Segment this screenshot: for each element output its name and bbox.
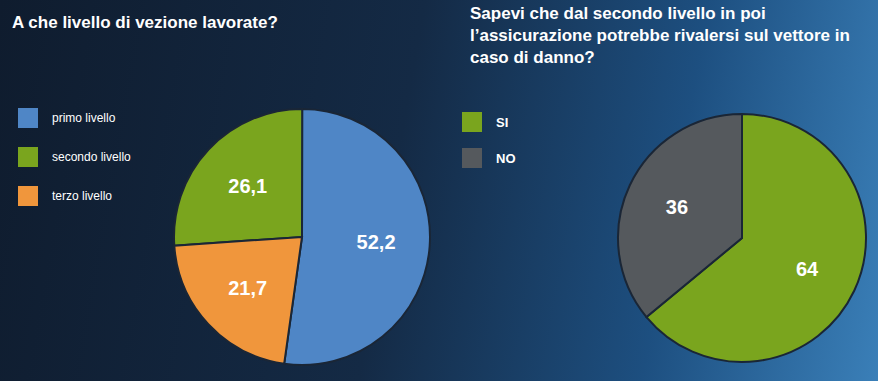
html-text:Sapevi che dal secondo livello: Sapevi che dal secondo livello in poi l’… <box>470 4 850 67</box>
html-text:NO: NO <box>496 150 516 166</box>
html-text:secondo livello: secondo livello <box>52 150 131 164</box>
svg-text:52,2: 52,2 <box>357 231 396 253</box>
svg-text:21,7: 21,7 <box>228 277 267 299</box>
html-text:SI: SI <box>496 114 509 130</box>
html-text:primo livello: primo livello <box>52 111 116 125</box>
svg-text:64: 64 <box>796 258 819 280</box>
html-text:A che livello di vezione lavor: A che livello di vezione lavorate? <box>12 13 278 32</box>
svg-text:26,1: 26,1 <box>228 175 267 197</box>
svg-text:36: 36 <box>666 196 688 218</box>
html-text:terzo livello: terzo livello <box>52 189 112 203</box>
